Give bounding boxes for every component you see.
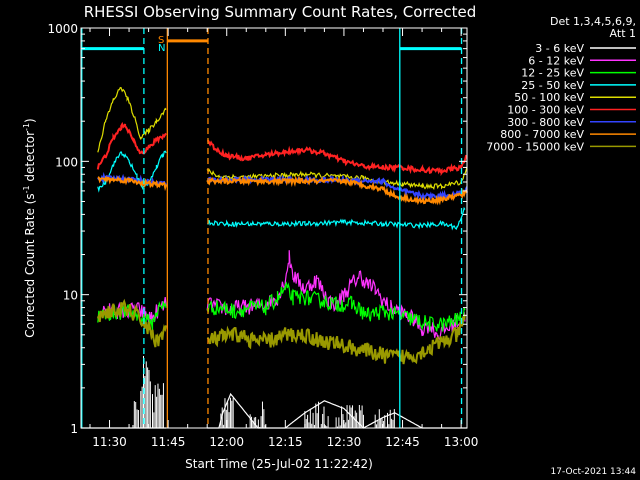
series-7-line-1 <box>206 175 468 206</box>
legend-label-3: 25 - 50 keV <box>521 79 584 92</box>
footer-date: 17-Oct-2021 13:44 <box>551 467 637 477</box>
series-5-line-0 <box>96 121 167 170</box>
legend-label-6: 300 - 800 keV <box>507 116 584 129</box>
saa-flag-label: S <box>158 35 164 46</box>
series-7-line-0 <box>97 175 168 192</box>
x-tick-label: 11:45 <box>151 435 186 449</box>
x-tick-label: 12:45 <box>385 435 420 449</box>
series-5-line-1 <box>206 139 468 177</box>
series-1-line-1 <box>206 250 466 341</box>
series-8-line-1 <box>206 314 466 365</box>
flag-layer <box>81 39 462 51</box>
x-axis-label: Start Time (25-Jul-02 11:22:42) <box>185 457 373 471</box>
series-4-line-1 <box>206 166 468 190</box>
legend-label-1: 6 - 12 keV <box>528 54 584 67</box>
y-tick-label: 100 <box>55 155 78 169</box>
series-8-line-0 <box>96 298 168 348</box>
y-tick-label: 10 <box>63 289 78 303</box>
x-tick-label: 13:00 <box>444 435 479 449</box>
x-tick-label: 12:00 <box>209 435 244 449</box>
legend-label-5: 100 - 300 keV <box>507 104 584 117</box>
series-3-line-1 <box>207 206 466 231</box>
x-axis: 11:30 11:45 12:00 12:15 12:30 12:45 13:00 <box>89 28 479 449</box>
x-tick-label: 11:30 <box>92 435 127 449</box>
legend-label-4: 50 - 100 keV <box>514 91 584 104</box>
y-tick-label: 1000 <box>47 22 78 36</box>
chart-title: RHESSI Observing Summary Count Rates, Co… <box>84 3 477 21</box>
x-tick-label: 12:30 <box>327 435 362 449</box>
legend-label-8: 7000 - 15000 keV <box>486 140 584 153</box>
plot-frame <box>80 27 468 429</box>
legend-header-line1: Det 1,3,4,5,6,9, <box>550 15 636 28</box>
series-2-line-1 <box>206 281 466 332</box>
legend-label-7: 800 - 7000 keV <box>500 128 584 141</box>
y-tick-label: 1 <box>70 422 78 436</box>
legend-label-2: 12 - 25 keV <box>521 67 584 80</box>
night-flag-label: N <box>158 43 165 54</box>
vline-layer <box>81 28 463 428</box>
y-axis: 1 10 100 1000 <box>47 22 467 436</box>
series-4-line-0 <box>97 86 167 153</box>
y-axis-label: Corrected Count Rate (s-1 detector-1) <box>22 118 37 337</box>
series-3-line-0 <box>97 150 167 193</box>
x-tick-label: 12:15 <box>268 435 303 449</box>
legend-header-line2: Att 1 <box>610 27 636 40</box>
plot-area: S N <box>80 27 468 429</box>
legend-label-0: 3 - 6 keV <box>535 42 584 55</box>
